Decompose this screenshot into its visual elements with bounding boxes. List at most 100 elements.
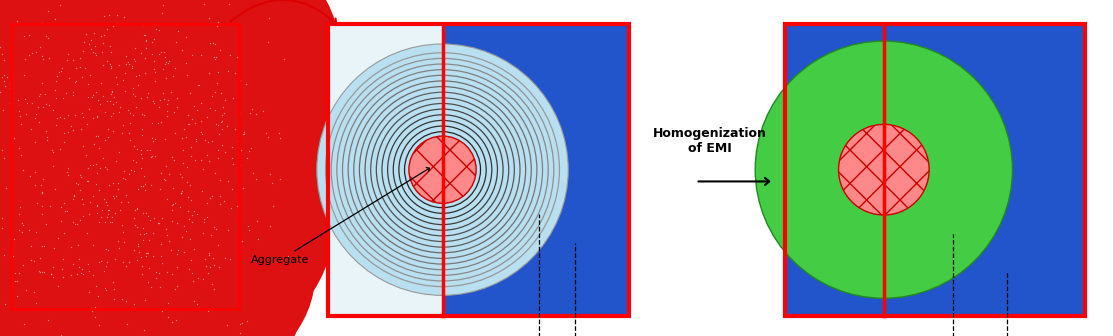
Point [169,224,187,230]
Point [85,30,102,36]
Point [0,58,12,63]
Point [78,178,96,183]
Point [150,261,168,266]
Point [3,131,21,136]
Point [204,162,221,167]
Point [101,282,119,287]
Point [175,99,193,104]
Point [53,46,71,51]
Point [95,230,112,236]
Point [198,200,216,206]
Point [28,0,46,1]
Point [221,280,239,285]
Point [76,179,93,185]
Point [217,224,235,229]
Point [169,152,187,158]
Point [204,181,221,186]
Point [0,185,16,191]
Point [218,182,236,187]
Ellipse shape [52,34,317,299]
Point [213,103,230,109]
Ellipse shape [85,99,326,336]
Point [229,178,247,183]
Point [185,44,203,49]
Point [61,224,79,229]
Point [177,35,195,40]
Point [91,211,109,216]
Point [211,47,229,53]
Point [20,92,38,98]
Point [117,276,135,282]
Point [177,301,195,306]
Point [38,169,56,175]
Point [217,292,235,297]
Point [233,239,250,244]
Point [138,250,156,256]
Point [137,142,155,148]
Point [198,107,216,112]
Point [175,84,193,89]
Point [16,86,33,91]
Point [188,298,206,303]
Point [68,181,86,186]
Point [56,243,73,249]
Point [121,109,139,115]
Point [180,216,198,222]
Point [216,119,234,125]
Point [31,127,49,132]
Point [45,210,62,215]
Point [46,70,63,75]
Point [203,265,220,270]
Point [92,102,110,107]
Point [162,104,180,109]
Point [39,8,57,13]
Point [239,224,257,229]
Point [37,248,55,253]
Point [194,91,211,97]
Point [206,221,224,227]
Point [78,153,96,158]
Point [82,129,100,134]
Point [55,150,72,155]
Point [127,103,145,108]
Point [3,21,21,26]
Point [77,299,95,304]
Point [243,145,260,151]
Point [65,98,82,104]
Point [16,174,33,179]
Point [24,83,42,88]
Point [190,161,208,166]
Point [18,217,36,223]
Point [11,210,29,216]
Point [206,44,224,49]
Point [135,173,152,178]
Point [201,264,219,269]
Point [227,73,245,78]
Point [193,169,210,175]
Point [3,95,21,101]
Point [244,170,262,175]
Point [168,84,186,90]
Point [61,254,79,259]
Point [248,218,266,223]
Point [33,172,51,178]
Point [200,15,218,20]
Point [226,214,244,220]
Point [70,56,88,62]
Point [88,66,106,71]
Point [35,83,52,88]
Point [167,40,185,45]
Point [139,279,157,285]
Point [45,251,62,256]
Point [156,153,174,159]
Point [20,52,38,57]
Point [2,277,20,283]
Point [81,121,99,126]
Point [229,133,247,139]
Point [46,45,63,50]
Point [179,231,197,236]
Point [160,187,178,193]
Point [47,256,65,261]
Point [116,78,134,83]
Point [157,218,175,223]
